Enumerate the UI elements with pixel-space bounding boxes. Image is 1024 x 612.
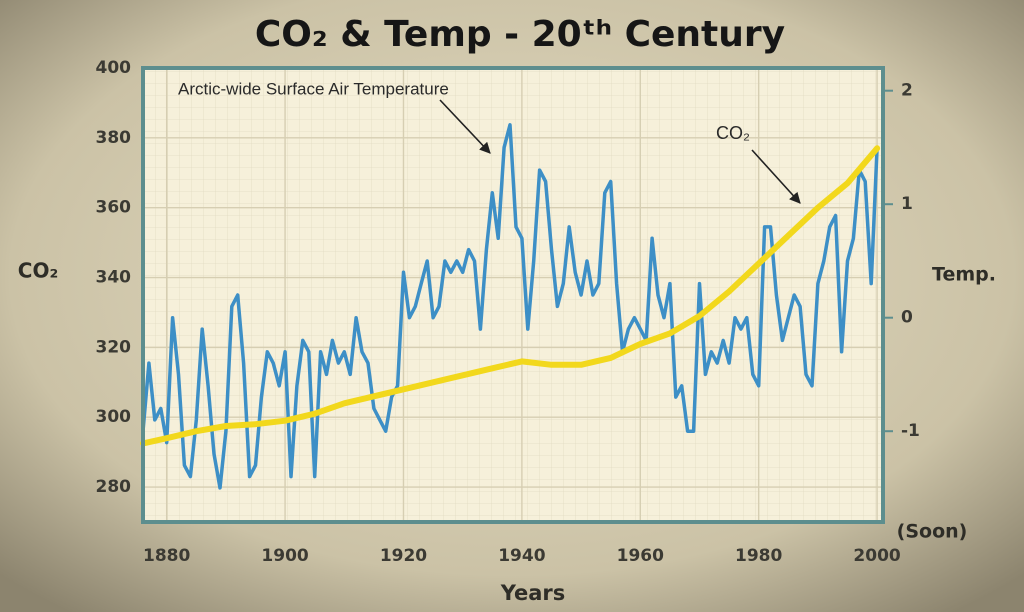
source-note: (Soon) — [897, 521, 968, 543]
lines — [140, 123, 881, 490]
y-tick-label: 300 — [96, 407, 132, 427]
x-tick-label: 1900 — [261, 546, 308, 566]
y-tick-label: 400 — [96, 58, 132, 78]
x-axis-label: Years — [500, 581, 566, 605]
y-tick-label: 340 — [96, 268, 132, 288]
annotation-arrow — [751, 149, 801, 204]
paper-grid — [143, 68, 883, 522]
y2-tick-label: -1 — [901, 421, 920, 441]
y-axis-label: CO₂ — [18, 259, 58, 283]
series-line — [140, 145, 881, 447]
x-tick-label: 1920 — [380, 546, 427, 566]
x-tick-label: 1980 — [735, 546, 782, 566]
y2-axis-label: Temp. — [932, 264, 996, 286]
x-tick-label: 1960 — [617, 546, 664, 566]
x-tick-label: 2000 — [853, 546, 900, 566]
temp-annotation: Arctic-wide Surface Air Temperature — [178, 79, 449, 98]
plot-border — [141, 66, 885, 524]
y2-tick-label: 1 — [901, 194, 913, 214]
y-tick-label: 320 — [96, 337, 132, 357]
annotation-arrow — [439, 99, 491, 154]
chart-title: CO₂ & Temp - 20ᵗʰ Century — [255, 14, 785, 55]
y2-tick-label: 0 — [901, 308, 913, 328]
x-tick-label: 1940 — [498, 546, 545, 566]
y-tick-label: 360 — [96, 198, 132, 218]
co2-annotation: CO₂ — [716, 123, 750, 143]
x-tick-label: 1880 — [143, 546, 190, 566]
y2-tick-label: 2 — [901, 81, 913, 101]
series-line — [141, 123, 879, 490]
y-tick-label: 380 — [96, 128, 132, 148]
y-tick-label: 280 — [96, 477, 132, 497]
